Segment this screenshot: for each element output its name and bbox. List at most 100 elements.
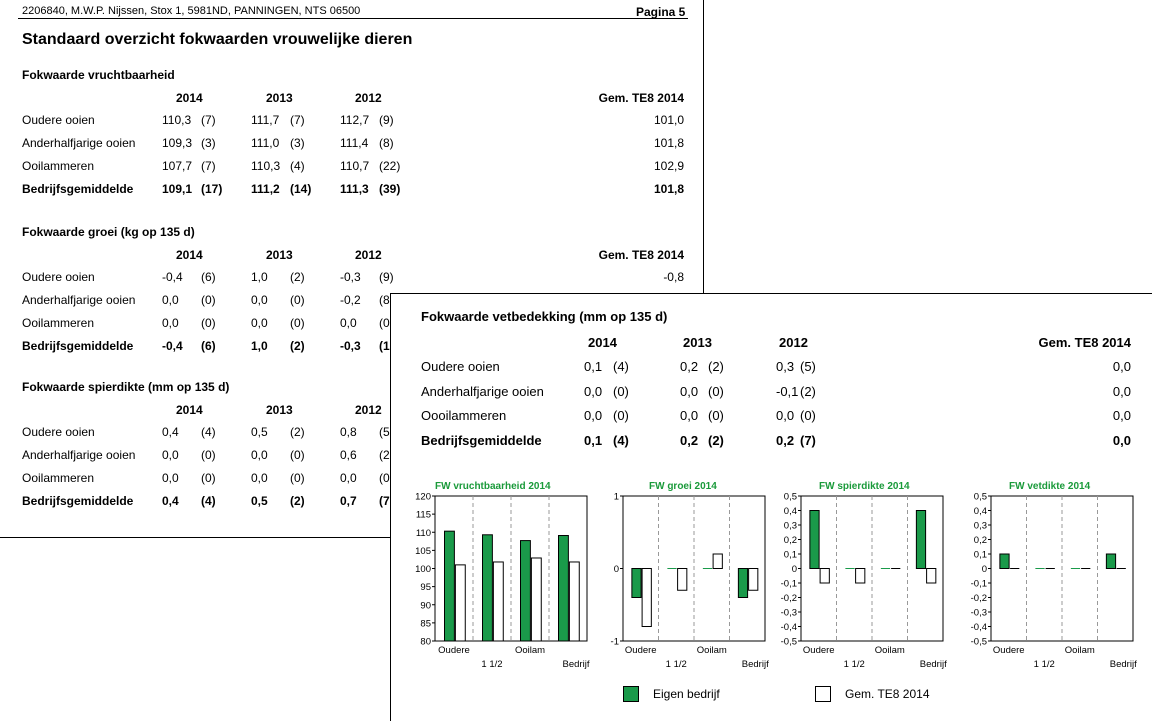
- page-number: Pagina 5: [636, 5, 686, 19]
- chart-title: FW vetdikte 2014: [1009, 481, 1091, 492]
- value-2014: 0,0: [584, 383, 603, 399]
- x-category-label: Bedrijf: [1110, 659, 1137, 670]
- count-2014: (6): [201, 270, 216, 284]
- y-tick-label: 0,5: [784, 492, 797, 503]
- count-2012: (7): [800, 432, 816, 448]
- charts-svg: FW vruchtbaarheid 2014120115110105100959…: [415, 481, 1137, 670]
- count-2014: (4): [613, 432, 629, 448]
- bar-avg: [712, 553, 723, 569]
- row-label: Bedrijfsgemiddelde: [22, 182, 134, 196]
- count-2012: (22): [379, 159, 401, 173]
- count-2012: (9): [379, 270, 394, 284]
- y-tick-label: -0,5: [781, 637, 797, 648]
- year-header-2013: 2013: [266, 248, 293, 262]
- row-label: Bedrijfsgemiddelde: [22, 339, 134, 353]
- bar-own: [1105, 553, 1117, 569]
- count-2014: (0): [201, 293, 216, 307]
- value-2014: 0,0: [584, 408, 603, 423]
- count-2014: (7): [201, 159, 216, 173]
- x-category-label: Bedrijf: [742, 659, 769, 670]
- x-category-label: 1 1/2: [1034, 659, 1055, 670]
- y-tick-label: 100: [415, 564, 431, 575]
- value-2012: 0,6: [340, 448, 357, 462]
- year-header-2012: 2012: [355, 248, 382, 262]
- value-2013: 111,7: [251, 113, 280, 127]
- avg-value: 0,0: [1112, 383, 1131, 399]
- bar-own: [558, 535, 569, 642]
- value-2013: 110,3: [251, 159, 281, 173]
- year-header-2014: 2014: [176, 91, 203, 105]
- count-2013: (2): [708, 359, 724, 374]
- bar-own: [482, 534, 493, 642]
- avg-value: 101,0: [653, 113, 684, 127]
- x-category-label: Ooilam: [697, 645, 727, 656]
- row-label: Anderhalfjarige ooien: [421, 383, 544, 399]
- y-tick-label: 0,3: [974, 521, 987, 532]
- year-header-2012: 2012: [779, 335, 808, 350]
- row-label: Bedrijfsgemiddelde: [421, 432, 542, 448]
- count-2014: (3): [201, 136, 216, 150]
- x-category-label: 1 1/2: [666, 659, 687, 670]
- x-category-label: Ooilam: [875, 645, 905, 656]
- value-2012: 111,3: [340, 182, 369, 196]
- bar-own: [999, 553, 1010, 569]
- page-header-address: 2206840, M.W.P. Nijssen, Stox 1, 5981ND,…: [22, 5, 361, 17]
- bar-avg: [641, 568, 652, 627]
- row-label: Oudere ooien: [22, 425, 95, 439]
- count-2014: (7): [201, 113, 216, 127]
- bar-avg: [492, 561, 504, 642]
- value-2013: 0,2: [680, 432, 699, 448]
- y-tick-label: 80: [420, 637, 431, 648]
- count-2012: (8: [379, 293, 390, 307]
- chart-title: FW vruchtbaarheid 2014: [435, 481, 551, 492]
- x-category-label: Oudere: [438, 645, 470, 656]
- y-tick-label: 0,5: [974, 492, 987, 503]
- avg-value: -0,8: [663, 270, 684, 284]
- value-2012: -0,3: [340, 339, 361, 353]
- value-2013: 0,0: [251, 448, 268, 462]
- row-label: Anderhalfjarige ooien: [22, 293, 136, 307]
- report-page-vetbedekking: Fokwaarde vetbedekking (mm op 135 d) 2014…: [390, 293, 1152, 721]
- count-2012: (2: [379, 448, 390, 462]
- x-category-label: Oudere: [803, 645, 835, 656]
- y-tick-label: 0,3: [784, 521, 797, 532]
- value-2012: 0,0: [776, 408, 795, 423]
- value-2012: -0,3: [340, 270, 361, 284]
- count-2013: (2): [290, 270, 305, 284]
- count-2012: (5: [379, 425, 390, 439]
- count-2013: (2): [290, 494, 305, 508]
- value-2013: 0,0: [251, 293, 268, 307]
- count-2013: (0): [290, 316, 305, 330]
- y-tick-label: 0: [792, 564, 797, 575]
- count-2014: (6): [201, 339, 216, 353]
- bar-avg: [568, 561, 580, 642]
- section-title: Fokwaarde vruchtbaarheid: [22, 68, 175, 82]
- bar-avg: [530, 557, 542, 642]
- section-title: Fokwaarde spierdikte (mm op 135 d): [22, 380, 230, 394]
- legend-avg-label: Gem. TE8 2014: [845, 687, 930, 701]
- value-2013: 111,0: [251, 136, 280, 150]
- value-2014: 109,1: [162, 182, 193, 196]
- value-2012: 112,7: [340, 113, 370, 127]
- row-label: Anderhalfjarige ooien: [22, 448, 136, 462]
- count-2014: (0): [201, 316, 216, 330]
- section-title: Fokwaarde vetbedekking (mm op 135 d): [421, 309, 668, 324]
- section-title: Fokwaarde groei (kg op 135 d): [22, 225, 195, 239]
- bar-own: [520, 540, 531, 642]
- value-2012: 110,7: [340, 159, 370, 173]
- year-header-2013: 2013: [266, 91, 293, 105]
- y-tick-label: 0,4: [974, 506, 987, 517]
- avg-value: 0,0: [1112, 359, 1131, 374]
- avg-value: 0,0: [1112, 432, 1131, 448]
- y-tick-label: -0,1: [971, 579, 987, 590]
- y-tick-label: 0,1: [784, 550, 797, 561]
- bar-avg: [454, 564, 466, 642]
- bar-own: [809, 510, 820, 569]
- avg-value: 101,8: [653, 182, 684, 196]
- y-tick-label: -0,2: [971, 593, 987, 604]
- x-category-label: Oudere: [993, 645, 1025, 656]
- row-label: Oudere ooien: [421, 359, 500, 374]
- value-2014: 0,0: [162, 293, 179, 307]
- value-2012: 0,3: [776, 359, 795, 374]
- value-2014: 0,0: [162, 448, 179, 462]
